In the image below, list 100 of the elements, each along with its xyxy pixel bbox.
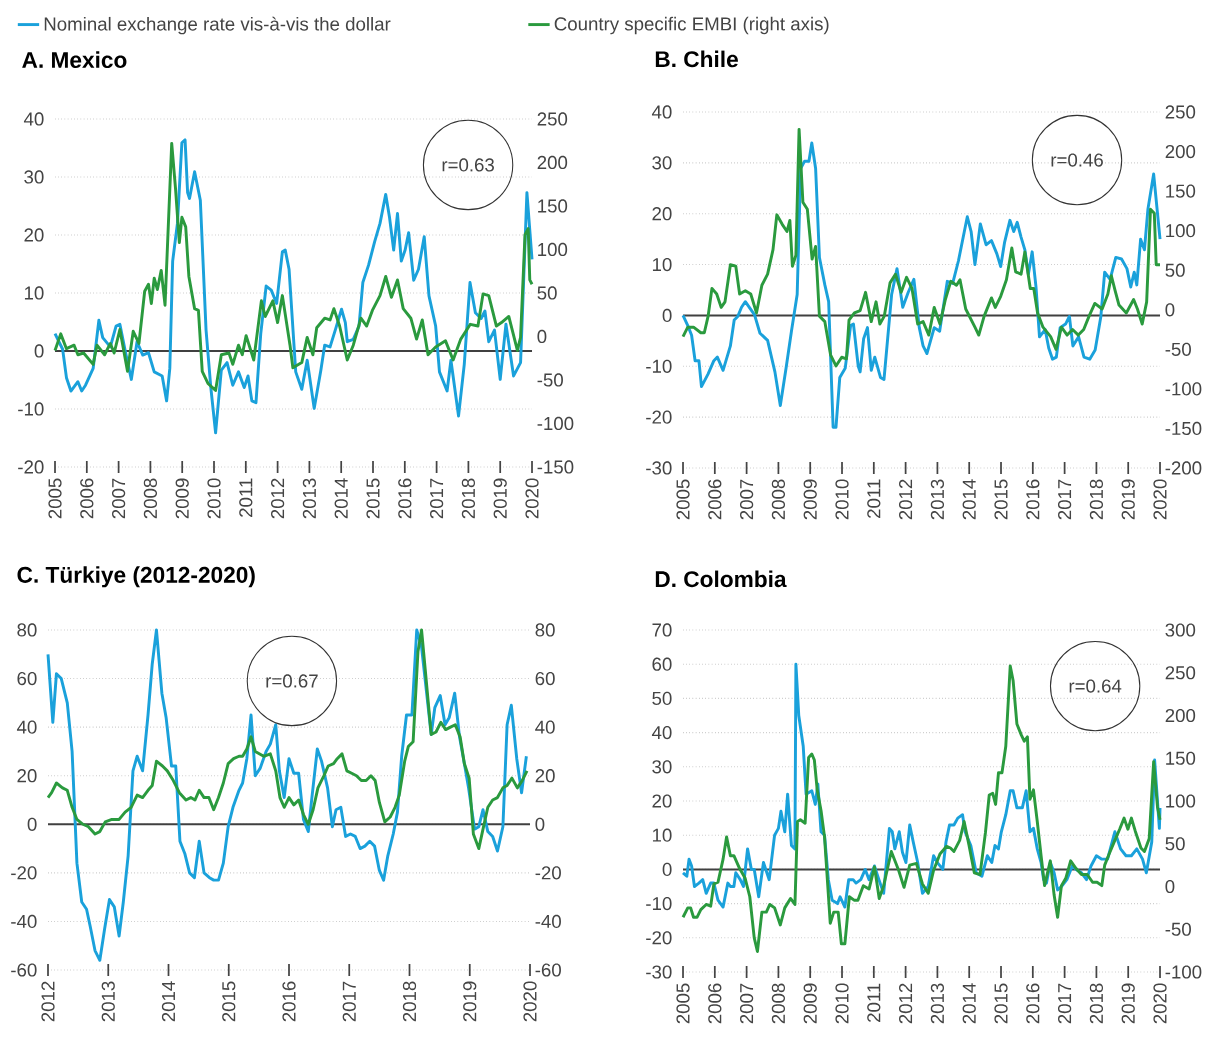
x-tick-label: 2020 (1153, 983, 1167, 1024)
y-tick-label: -20 (11, 866, 37, 880)
x-tick-label: 2010 (835, 479, 849, 520)
x-tick-label: 2012 (898, 479, 913, 520)
x-tick-label: 2007 (739, 479, 754, 520)
y2-tick-label: -50 (1165, 922, 1191, 936)
chart-title: C. Türkiye (2012-2020) (17, 566, 255, 588)
x-tick-label: 2017 (429, 478, 444, 519)
y2-tick-label: 50 (537, 286, 557, 300)
y-tick-label: 20 (17, 769, 37, 783)
chart-title: D. Colombia (655, 570, 787, 588)
x-tick-label: 2016 (1026, 479, 1040, 520)
x-tick-label: 2014 (334, 478, 348, 519)
line-series (53, 138, 534, 435)
y-tick-label: -10 (646, 359, 672, 373)
x-tick-label: 2013 (302, 478, 317, 519)
y2-tick-label: 60 (535, 671, 555, 686)
x-tick-label: 2006 (708, 479, 722, 520)
y-tick-label: 60 (652, 657, 672, 671)
y2-tick-label: -50 (1165, 342, 1191, 356)
y-tick-label: 30 (652, 156, 672, 170)
x-tick-label: 2006 (708, 983, 722, 1024)
y2-tick-label: -20 (535, 866, 561, 880)
x-tick-label: 2014 (962, 479, 976, 520)
x-tick-label: 2017 (1057, 479, 1072, 520)
x-tick-label: 2006 (80, 478, 94, 519)
chart-title: B. Chile (655, 50, 738, 68)
x-tick-label: 2012 (41, 981, 55, 1022)
x-tick-label: 2009 (175, 478, 189, 519)
y2-tick-label: 100 (1166, 224, 1196, 238)
y-tick-label: 10 (652, 257, 672, 272)
x-tick-label: 2013 (930, 983, 945, 1024)
annotation: r=0.67 (266, 674, 318, 688)
x-tick-label: 2018 (1089, 479, 1104, 520)
y2-tick-label: -50 (537, 373, 563, 387)
x-tick-label: 2011 (867, 983, 881, 1022)
line-series (681, 127, 1162, 368)
y2-tick-label: 200 (1165, 144, 1196, 159)
y2-tick-label: -200 (1165, 461, 1202, 475)
y-tick-label: -20 (18, 460, 44, 474)
y2-tick-label: -40 (535, 914, 561, 929)
x-tick-label: 2007 (739, 983, 754, 1024)
y2-tick-label: 150 (1166, 184, 1196, 198)
x-tick-label: 2019 (1121, 479, 1135, 520)
x-tick-label: 2014 (962, 983, 976, 1024)
y-tick-label: 30 (24, 170, 44, 184)
y2-tick-label: 200 (537, 155, 568, 170)
y2-tick-label: -150 (1165, 421, 1202, 436)
y-tick-label: 60 (17, 671, 37, 686)
x-tick-label: 2015 (366, 478, 380, 519)
annotation: r=0.64 (1069, 679, 1122, 693)
x-tick-label: 2012 (898, 983, 913, 1024)
y2-tick-label: -100 (537, 416, 574, 431)
y-tick-label: 50 (652, 691, 672, 706)
y2-tick-label: -150 (537, 460, 574, 474)
x-tick-label: 2020 (1153, 479, 1167, 520)
y-tick-label: 40 (651, 725, 672, 740)
y2-tick-label: 100 (1166, 794, 1196, 808)
chart-title: A. Mexico (22, 51, 127, 69)
x-tick-label: 2008 (771, 479, 786, 520)
x-tick-label: 2017 (342, 981, 356, 1022)
x-tick-label: 2011 (867, 479, 881, 518)
y-tick-label: 80 (17, 623, 37, 637)
x-tick-label: 2013 (930, 479, 945, 520)
x-tick-label: 2017 (1057, 983, 1072, 1024)
y2-tick-label: 250 (537, 112, 568, 126)
x-tick-label: 2005 (676, 983, 690, 1024)
x-tick-label: 2018 (402, 981, 417, 1022)
y-tick-label: 20 (652, 207, 672, 221)
line-series (53, 141, 534, 392)
x-tick-label: 2019 (1121, 983, 1135, 1024)
line-series (681, 664, 1162, 953)
x-tick-label: 2016 (282, 981, 296, 1022)
y-tick-label: 40 (16, 720, 37, 734)
x-tick-label: 2005 (48, 478, 62, 519)
y-tick-label: 30 (652, 760, 672, 774)
y-tick-label: 10 (652, 828, 672, 842)
y-tick-label: -30 (646, 461, 672, 475)
y-tick-label: -40 (11, 914, 37, 929)
y-tick-label: 70 (652, 623, 672, 637)
x-tick-label: 2008 (143, 478, 158, 519)
y2-tick-label: -60 (535, 963, 561, 977)
line-series (681, 141, 1162, 429)
y2-tick-label: 150 (1166, 751, 1196, 765)
y-tick-label: 0 (34, 344, 44, 358)
y2-tick-label: 250 (1165, 666, 1196, 680)
y2-tick-label: 20 (535, 769, 555, 783)
x-tick-label: 2018 (461, 478, 476, 519)
y2-tick-label: 40 (535, 720, 555, 734)
y2-tick-label: 50 (1165, 837, 1185, 851)
y-tick-label: -20 (646, 410, 672, 424)
y2-tick-label: -100 (1165, 382, 1202, 396)
y-tick-label: -10 (18, 402, 44, 416)
x-tick-label: 2007 (111, 478, 126, 519)
y-tick-label: 10 (24, 286, 44, 300)
y2-tick-label: 150 (538, 199, 568, 213)
x-tick-label: 2018 (1089, 983, 1104, 1024)
x-tick-label: 2011 (239, 478, 253, 517)
x-tick-label: 2010 (207, 478, 221, 519)
x-tick-label: 2009 (803, 479, 817, 520)
